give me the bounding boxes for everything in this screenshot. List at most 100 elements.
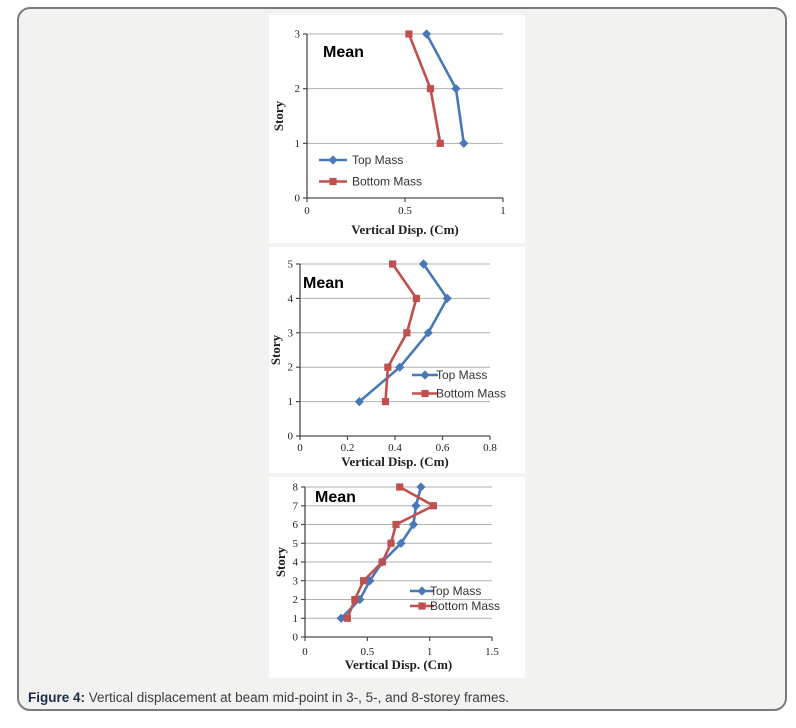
figure-caption-label: Figure 4: (28, 690, 86, 705)
y-tick-label-0: 0 (295, 193, 301, 205)
chart-title: Mean (323, 44, 364, 61)
y-tick-label-1: 1 (295, 138, 301, 150)
legend-label-top-mass: Top Mass (436, 368, 487, 382)
series-top-mass (421, 29, 469, 148)
marker-bottom-mass-story-2 (351, 595, 359, 604)
legend-label-top-mass: Top Mass (430, 584, 481, 598)
y-tick-label-0: 0 (288, 431, 294, 443)
y-tick-label-6: 6 (293, 519, 299, 531)
marker-top-mass-story-1 (336, 613, 346, 623)
marker-bottom-mass-story-6 (392, 520, 400, 529)
marker-bottom-mass-story-2 (426, 85, 435, 93)
marker-top-mass-story-6 (408, 519, 419, 530)
legend-item-top-mass: Top Mass (412, 368, 487, 382)
marker-bottom-mass-story-3 (403, 329, 411, 337)
legend-item-bottom-mass: Bottom Mass (319, 175, 422, 189)
y-axis-title: Story (271, 100, 286, 131)
marker-top-mass-story-5 (418, 259, 429, 269)
series-bottom-mass (405, 30, 444, 147)
legend-marker-top-mass (417, 586, 427, 596)
y-tick-label-5: 5 (288, 259, 294, 271)
marker-bottom-mass-story-7 (429, 502, 438, 510)
x-axis-title: Vertical Disp. (Cm) (341, 454, 448, 469)
y-tick-label-3: 3 (293, 575, 299, 587)
y-axis-title: Story (273, 546, 288, 577)
marker-top-mass-story-8 (416, 482, 426, 492)
x-tick-label-0: 0 (297, 442, 303, 454)
x-tick-label-0.5: 0.5 (398, 205, 412, 217)
legend-label-bottom-mass: Bottom Mass (352, 175, 422, 189)
legend-item-top-mass: Top Mass (410, 584, 481, 598)
x-tick-label-0.8: 0.8 (483, 442, 497, 454)
legend-item-bottom-mass: Bottom Mass (410, 599, 500, 613)
y-axis-title: Story (269, 334, 283, 365)
series-bottom-mass (343, 483, 438, 622)
y-tick-label-2: 2 (293, 594, 299, 606)
x-tick-label-0.4: 0.4 (388, 442, 402, 454)
y-tick-label-5: 5 (293, 538, 299, 550)
y-tick-label-8: 8 (293, 482, 299, 494)
x-tick-label-0.6: 0.6 (436, 442, 450, 454)
x-axis-title: Vertical Disp. (Cm) (345, 657, 452, 672)
marker-top-mass-story-4 (442, 293, 452, 303)
chart-svg-3-storey: 0 1 2 3 0 0.5 1 Mean Story Vertical Disp. (Cm) Top… (269, 15, 525, 243)
figure-caption-text: Vertical displacement at beam mid-point … (85, 690, 509, 705)
x-tick-label-1: 1 (500, 205, 506, 217)
y-tick-label-2: 2 (295, 83, 301, 95)
marker-bottom-mass-story-2 (384, 363, 392, 371)
marker-top-mass-story-2 (395, 362, 405, 372)
x-tick-label-0: 0 (304, 205, 310, 217)
marker-bottom-mass-story-1 (343, 614, 351, 622)
y-tick-label-3: 3 (288, 327, 294, 339)
chart-3-storey-frame: 0 1 2 3 0 0.5 1 Mean Story Vertical Disp. (Cm) Top… (269, 15, 525, 243)
chart-title: Mean (315, 489, 356, 506)
chart-background (269, 477, 525, 678)
x-tick-label-0.5: 0.5 (360, 646, 374, 658)
marker-bottom-mass-story-5 (389, 260, 397, 268)
y-tick-label-7: 7 (293, 500, 299, 512)
y-tick-label-4: 4 (293, 557, 299, 569)
legend-marker-top-mass (420, 370, 430, 380)
y-tick-label-3: 3 (295, 29, 301, 41)
marker-bottom-mass-story-8 (396, 483, 404, 491)
legend-marker-bottom-mass (418, 602, 426, 610)
chart-title: Mean (303, 275, 344, 292)
legend-label-bottom-mass: Bottom Mass (430, 599, 500, 613)
chart-background (269, 247, 525, 473)
marker-top-mass-story-5 (396, 538, 406, 548)
y-tick-label-2: 2 (288, 362, 294, 374)
y-tick-label-4: 4 (288, 293, 294, 305)
legend-item-bottom-mass: Bottom Mass (412, 387, 506, 401)
x-tick-label-0.2: 0.2 (341, 442, 355, 454)
legend-marker-bottom-mass (421, 389, 429, 398)
x-tick-label-1.5: 1.5 (485, 646, 499, 658)
chart-svg-8-storey: 0 1 2 3 4 5 6 7 8 0 0.5 1 1.5 Mean Story Vertical Disp.… (269, 477, 525, 678)
chart-svg-5-storey: 0 1 2 3 4 5 0 0.2 0.4 0.6 0.8 Mean Story Vertical Dis… (269, 247, 525, 473)
marker-bottom-mass-story-5 (387, 539, 395, 547)
figure-caption: Figure 4: Vertical displacement at beam … (28, 689, 772, 706)
marker-top-mass-story-1 (354, 397, 364, 407)
legend-marker-bottom-mass (329, 177, 337, 186)
marker-bottom-mass-story-4 (378, 558, 386, 566)
y-tick-label-1: 1 (288, 396, 294, 408)
marker-top-mass-story-7 (411, 501, 421, 511)
marker-top-mass-story-1 (459, 138, 469, 148)
x-tick-label-1: 1 (427, 646, 433, 658)
series-bottom-mass (381, 260, 420, 406)
legend-item-top-mass: Top Mass (319, 153, 403, 167)
legend-label-bottom-mass: Bottom Mass (436, 387, 506, 401)
marker-bottom-mass-story-4 (412, 294, 420, 302)
legend-label-top-mass: Top Mass (352, 153, 403, 167)
chart-5-storey-frame: 0 1 2 3 4 5 0 0.2 0.4 0.6 0.8 Mean Story Vertical Dis… (269, 247, 525, 473)
x-axis-title: Vertical Disp. (Cm) (351, 222, 458, 237)
marker-bottom-mass-story-1 (381, 398, 390, 406)
marker-top-mass-story-3 (421, 29, 432, 39)
legend-marker-top-mass (328, 155, 338, 165)
x-tick-label-0: 0 (302, 646, 308, 658)
marker-bottom-mass-story-1 (436, 139, 444, 147)
marker-top-mass-story-3 (423, 328, 433, 338)
marker-bottom-mass-story-3 (359, 577, 368, 585)
chart-8-storey-frame: 0 1 2 3 4 5 6 7 8 0 0.5 1 1.5 Mean Story Vertical Disp.… (269, 477, 525, 678)
chart-background (269, 15, 525, 243)
